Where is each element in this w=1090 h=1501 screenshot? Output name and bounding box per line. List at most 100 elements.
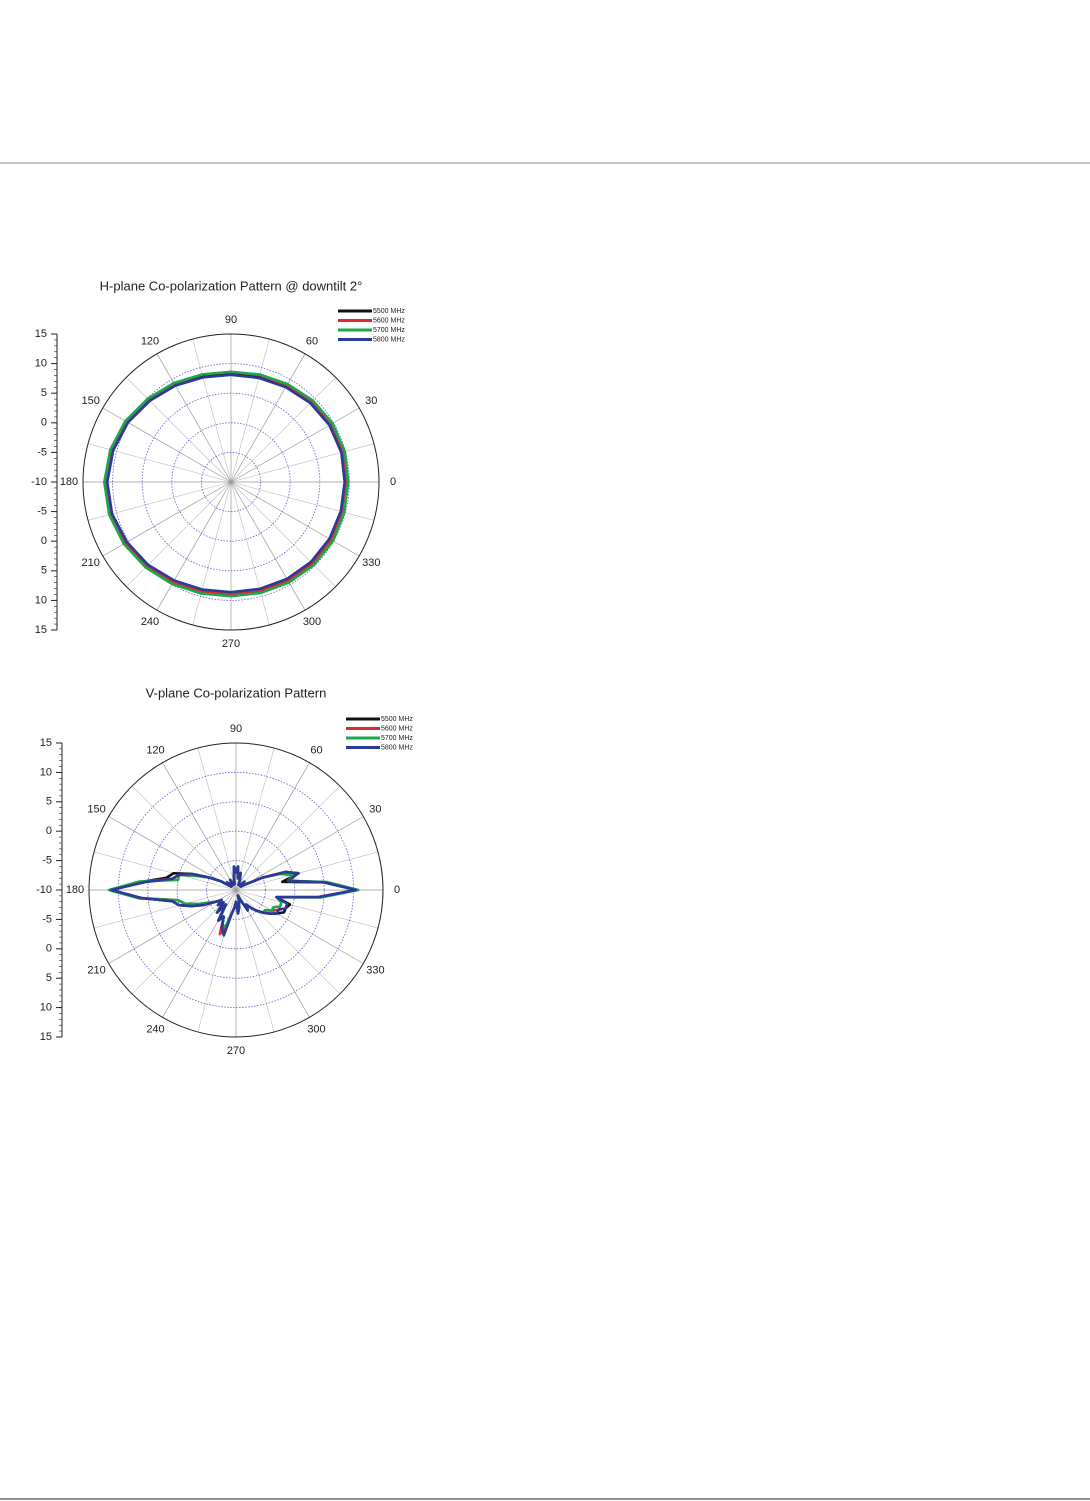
minor-spoke xyxy=(131,785,237,891)
spoke xyxy=(235,762,310,891)
theta-tick-label: 120 xyxy=(141,336,159,348)
spoke xyxy=(230,353,306,483)
theta-tick-label: 300 xyxy=(307,1023,325,1035)
spoke xyxy=(230,481,306,611)
minor-spoke xyxy=(230,377,336,483)
chart-title: H-plane Co-polarization Pattern @ downti… xyxy=(100,278,363,293)
theta-tick-label: 240 xyxy=(146,1023,164,1035)
spoke xyxy=(102,407,232,483)
minor-spoke xyxy=(230,481,336,587)
legend-label: 5500 MHz xyxy=(373,308,405,315)
theta-tick-label: 210 xyxy=(82,557,100,569)
theta-tick-label: 330 xyxy=(366,964,384,976)
spoke xyxy=(156,353,232,483)
minor-spoke xyxy=(235,851,379,891)
spoke xyxy=(162,762,237,891)
pattern-line xyxy=(105,373,346,594)
r-tick-label: 10 xyxy=(40,1002,52,1014)
spoke xyxy=(156,481,232,611)
minor-spoke xyxy=(230,481,375,521)
theta-tick-label: 330 xyxy=(362,557,380,569)
r-tick-label: -10 xyxy=(36,884,52,896)
spoke xyxy=(235,816,364,891)
r-tick-label: -5 xyxy=(37,446,47,458)
r-tick-label: -5 xyxy=(42,855,52,867)
r-tick-label: 0 xyxy=(41,417,47,429)
theta-tick-label: 180 xyxy=(60,476,78,488)
r-tick-label: 0 xyxy=(46,825,52,837)
theta-tick-label: 60 xyxy=(310,744,322,756)
minor-spoke xyxy=(235,889,275,1033)
minor-spoke xyxy=(192,338,232,483)
pattern-line xyxy=(103,370,350,598)
r-tick-label: 5 xyxy=(46,796,52,808)
minor-spoke xyxy=(192,481,232,626)
r-tick-label: 10 xyxy=(35,358,47,370)
r-tick-label: -10 xyxy=(31,476,47,488)
r-tick-label: 10 xyxy=(40,766,52,778)
grid-ring xyxy=(171,422,291,542)
theta-tick-label: 0 xyxy=(394,884,400,896)
grid-ring xyxy=(147,801,325,979)
grid-ring xyxy=(206,860,266,920)
r-tick-label: 15 xyxy=(40,1031,52,1043)
minor-spoke xyxy=(235,889,341,995)
theta-tick-label: 300 xyxy=(303,616,321,628)
r-tick-label: -5 xyxy=(42,913,52,925)
theta-tick-label: 270 xyxy=(222,638,240,650)
minor-spoke xyxy=(230,443,375,483)
minor-spoke xyxy=(197,889,237,1033)
minor-spoke xyxy=(230,481,270,626)
theta-tick-label: 150 xyxy=(87,803,105,815)
theta-tick-label: 60 xyxy=(306,336,318,348)
theta-tick-label: 270 xyxy=(227,1045,245,1057)
spoke xyxy=(108,816,237,891)
r-tick-label: 15 xyxy=(35,624,47,636)
legend-label: 5600 MHz xyxy=(381,725,413,732)
theta-tick-label: 30 xyxy=(369,803,381,815)
r-tick-label: 0 xyxy=(46,943,52,955)
r-tick-label: 15 xyxy=(40,737,52,749)
legend-label: 5700 MHz xyxy=(381,735,413,742)
minor-spoke xyxy=(235,785,341,891)
spoke xyxy=(235,889,364,964)
theta-tick-label: 240 xyxy=(141,616,159,628)
spoke xyxy=(102,481,232,557)
r-tick-label: 0 xyxy=(41,535,47,547)
spoke xyxy=(230,481,360,557)
minor-spoke xyxy=(230,338,270,483)
minor-spoke xyxy=(126,481,232,587)
grid-ring xyxy=(200,451,261,512)
r-tick-label: 10 xyxy=(35,594,47,606)
minor-spoke xyxy=(131,889,237,995)
outer-ring xyxy=(88,742,384,1038)
spoke xyxy=(230,407,360,483)
legend-label: 5800 MHz xyxy=(381,744,413,751)
theta-tick-label: 210 xyxy=(87,964,105,976)
r-tick-label: 15 xyxy=(35,328,47,340)
theta-tick-label: 180 xyxy=(66,884,84,896)
grid-ring xyxy=(141,392,321,572)
chart-title: V-plane Co-polarization Pattern xyxy=(146,685,327,700)
pattern-line xyxy=(110,865,358,937)
grid-ring xyxy=(176,830,296,950)
r-tick-label: 5 xyxy=(41,565,47,577)
outer-ring xyxy=(82,333,380,631)
minor-spoke xyxy=(197,747,237,891)
minor-spoke xyxy=(93,889,237,929)
legend-label: 5800 MHz xyxy=(373,336,405,343)
theta-tick-label: 0 xyxy=(390,476,396,488)
minor-spoke xyxy=(126,377,232,483)
theta-tick-label: 90 xyxy=(230,723,242,735)
theta-tick-label: 150 xyxy=(82,395,100,407)
legend-label: 5600 MHz xyxy=(373,317,405,324)
legend-label: 5500 MHz xyxy=(381,716,413,723)
minor-spoke xyxy=(235,889,379,929)
r-tick-label: 5 xyxy=(46,972,52,984)
theta-tick-label: 90 xyxy=(225,314,237,326)
r-tick-label: 5 xyxy=(41,387,47,399)
r-tick-label: -5 xyxy=(37,506,47,518)
minor-spoke xyxy=(235,747,275,891)
